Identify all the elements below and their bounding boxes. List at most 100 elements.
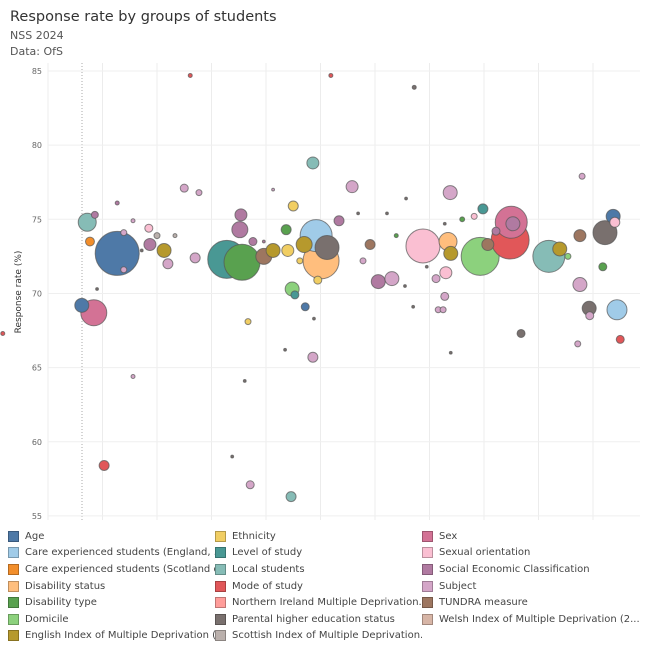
legend-item[interactable]: Care experienced students (England, ... [8, 545, 215, 562]
legend-item[interactable]: Disability type [8, 594, 215, 611]
legend-item[interactable]: TUNDRA measure [422, 594, 642, 611]
bubble-point[interactable] [172, 233, 178, 239]
bubble-point[interactable] [283, 347, 287, 352]
legend-item[interactable]: English Index of Multiple Deprivation (.… [8, 628, 215, 645]
legend-item[interactable]: Sexual orientation [422, 545, 642, 562]
bubble-point[interactable] [333, 215, 345, 227]
bubble-point[interactable] [84, 236, 95, 247]
bubble-point[interactable] [424, 264, 429, 269]
bubble-point[interactable] [573, 229, 587, 243]
bubble-point[interactable] [300, 302, 310, 312]
bubble-point[interactable] [552, 241, 568, 257]
bubble-point[interactable] [156, 242, 172, 258]
legend-item[interactable]: Care experienced students (Scotland o... [8, 561, 215, 578]
bubble-point[interactable] [314, 234, 340, 260]
bubble-point[interactable] [404, 196, 408, 201]
bubble-point[interactable] [74, 297, 90, 313]
bubble-point[interactable] [295, 236, 313, 254]
bubble-point[interactable] [244, 318, 252, 326]
bubble-point[interactable] [313, 275, 323, 285]
bubble-point[interactable] [187, 72, 193, 78]
bubble-point[interactable] [564, 252, 572, 260]
bubble-point[interactable] [442, 185, 458, 201]
bubble-point[interactable] [606, 299, 628, 321]
legend-item[interactable]: Parental higher education status [215, 611, 422, 628]
bubble-point[interactable] [585, 311, 595, 321]
bubble-point[interactable] [572, 277, 588, 293]
bubble-point[interactable] [356, 211, 361, 216]
bubble-point[interactable] [144, 223, 154, 233]
bubble-point[interactable] [328, 72, 334, 78]
bubble-point[interactable] [223, 243, 261, 281]
bubble-point[interactable] [130, 218, 136, 224]
bubble-point[interactable] [0, 330, 6, 336]
bubble-point[interactable] [431, 274, 441, 284]
bubble-point[interactable] [448, 350, 453, 355]
bubble-point[interactable] [359, 257, 367, 265]
bubble-point[interactable] [261, 239, 266, 244]
bubble-point[interactable] [385, 211, 389, 216]
bubble-point[interactable] [442, 221, 447, 226]
bubble-point[interactable] [139, 248, 144, 253]
bubble-point[interactable] [95, 287, 99, 291]
bubble-point[interactable] [94, 230, 140, 276]
bubble-point[interactable] [405, 228, 441, 264]
bubble-point[interactable] [403, 284, 407, 288]
bubble-point[interactable] [411, 84, 417, 90]
bubble-point[interactable] [290, 290, 300, 300]
bubble-point[interactable] [439, 266, 453, 280]
bubble-point[interactable] [491, 226, 501, 236]
bubble-point[interactable] [306, 156, 320, 170]
bubble-point[interactable] [505, 216, 521, 232]
bubble-point[interactable] [90, 210, 99, 219]
legend-item[interactable]: Disability status [8, 578, 215, 595]
bubble-point[interactable] [439, 306, 447, 314]
bubble-point[interactable] [265, 242, 281, 258]
bubble-point[interactable] [477, 203, 489, 215]
bubble-point[interactable] [153, 232, 161, 240]
bubble-point[interactable] [312, 316, 316, 321]
bubble-point[interactable] [516, 328, 526, 338]
bubble-point[interactable] [440, 291, 450, 301]
bubble-point[interactable] [281, 243, 295, 257]
bubble-point[interactable] [162, 258, 174, 270]
bubble-point[interactable] [98, 459, 110, 471]
bubble-point[interactable] [459, 216, 466, 223]
bubble-point[interactable] [280, 224, 292, 236]
bubble-point[interactable] [271, 187, 275, 192]
bubble-point[interactable] [384, 271, 400, 287]
legend-item[interactable]: Domicile [8, 611, 215, 628]
bubble-point[interactable] [364, 239, 376, 251]
legend-item[interactable]: Northern Ireland Multiple Deprivation... [215, 594, 422, 611]
legend-item[interactable]: Local students [215, 561, 422, 578]
bubble-point[interactable] [411, 304, 416, 309]
legend-item[interactable]: Welsh Index of Multiple Deprivation (2..… [422, 611, 642, 628]
bubble-point[interactable] [470, 212, 478, 220]
legend-item[interactable]: Age [8, 528, 215, 545]
bubble-point[interactable] [242, 379, 247, 383]
legend-item[interactable]: Social Economic Classification [422, 561, 642, 578]
bubble-point[interactable] [592, 220, 618, 246]
bubble-point[interactable] [393, 233, 399, 239]
bubble-point[interactable] [287, 200, 299, 212]
bubble-point[interactable] [189, 252, 201, 264]
bubble-point[interactable] [114, 200, 120, 206]
bubble-point[interactable] [345, 180, 359, 194]
legend-item[interactable]: Level of study [215, 545, 422, 562]
bubble-point[interactable] [598, 262, 608, 272]
bubble-point[interactable] [443, 245, 459, 261]
legend-item[interactable]: Ethnicity [215, 528, 422, 545]
bubble-point[interactable] [143, 238, 157, 252]
bubble-point[interactable] [615, 334, 625, 344]
bubble-point[interactable] [120, 266, 128, 274]
bubble-point[interactable] [234, 208, 248, 222]
bubble-point[interactable] [77, 212, 97, 232]
bubble-point[interactable] [296, 257, 304, 265]
bubble-point[interactable] [307, 351, 319, 363]
bubble-point[interactable] [195, 189, 203, 197]
bubble-point[interactable] [179, 183, 189, 193]
bubble-point[interactable] [574, 340, 582, 348]
bubble-point[interactable] [245, 480, 255, 490]
bubble-point[interactable] [231, 221, 249, 239]
bubble-point[interactable] [578, 172, 586, 180]
